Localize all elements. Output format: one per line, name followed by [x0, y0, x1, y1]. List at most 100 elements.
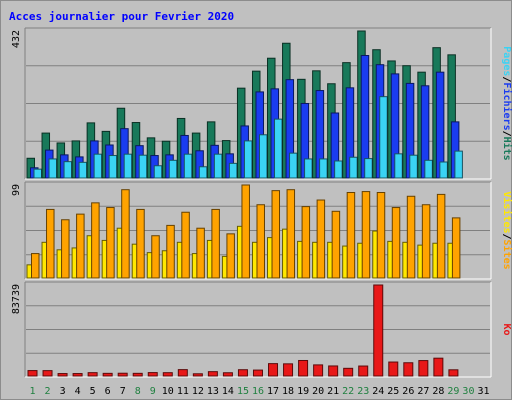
x-tick-label: 4 — [75, 386, 81, 397]
legend-item-visites: Visites — [501, 191, 512, 233]
bar-pages — [183, 153, 193, 179]
x-tick-label: 31 — [477, 386, 489, 397]
bar-pages — [394, 153, 403, 179]
bar-pages — [108, 155, 118, 179]
legend-item-sites: Sites — [501, 240, 512, 270]
bar-pages — [409, 154, 418, 179]
bar-pages — [153, 165, 163, 179]
x-tick-label: 13 — [207, 386, 219, 397]
x-tick-label: 5 — [90, 386, 96, 397]
bar-ko — [252, 369, 263, 377]
bar-ko — [298, 359, 309, 377]
bar-visites — [376, 192, 386, 279]
bar-ko — [222, 372, 233, 377]
x-tick-label: 10 — [162, 386, 174, 397]
bar-pages — [48, 158, 58, 179]
bar-visites — [181, 211, 190, 279]
bar-visites — [76, 213, 85, 279]
y-max-label: 99 — [11, 184, 22, 196]
x-tick-label: 23 — [357, 386, 369, 397]
bar-visites — [241, 184, 250, 279]
legend-item-pages: Pages — [501, 46, 512, 76]
bar-visites — [151, 235, 160, 279]
x-tick-label: 14 — [222, 386, 234, 397]
legend-item-ko: Ko — [501, 323, 512, 335]
legend-separator: / — [501, 234, 512, 240]
x-tick-label: 25 — [387, 386, 399, 397]
bar-ko — [268, 363, 279, 377]
bar-pages — [289, 152, 298, 179]
bar-visites — [316, 199, 326, 279]
bar-pages — [258, 134, 268, 179]
x-tick-label: 7 — [120, 386, 126, 397]
x-tick-label: 22 — [342, 386, 354, 397]
bar-ko — [57, 373, 68, 377]
bar-ko — [343, 367, 354, 377]
bar-pages — [439, 161, 448, 179]
x-tick-label: 19 — [297, 386, 309, 397]
bar-pages — [123, 153, 133, 179]
bar-ko — [192, 373, 203, 377]
bar-ko — [283, 363, 294, 377]
x-tick-label: 26 — [402, 386, 414, 397]
bar-pages — [274, 118, 283, 179]
bar-visites — [166, 224, 175, 279]
bar-pages — [379, 96, 388, 179]
x-tick-label: 1 — [30, 386, 36, 397]
x-tick-label: 30 — [462, 386, 474, 397]
bar-pages — [454, 150, 463, 179]
bar-visites — [136, 208, 145, 279]
bar-pages — [138, 154, 148, 179]
bar-visites — [421, 204, 431, 279]
bar-ko — [358, 365, 369, 377]
x-tick-label: 27 — [417, 386, 429, 397]
bar-pages — [198, 166, 208, 179]
bar-visites — [346, 192, 356, 279]
bar-visites — [436, 193, 446, 279]
x-tick-label: 2 — [45, 386, 51, 397]
x-tick-label: 24 — [372, 386, 384, 397]
bar-visites — [361, 191, 371, 279]
x-tick-label: 8 — [135, 386, 141, 397]
bar-pages — [349, 156, 358, 179]
bar-ko — [42, 370, 53, 377]
bar-pages — [424, 159, 433, 179]
bar-pages — [228, 162, 238, 179]
bar-pages — [168, 159, 178, 179]
bar-visites — [121, 189, 130, 279]
bar-visites — [256, 204, 265, 279]
bar-visites — [286, 189, 296, 279]
x-tick-label: 18 — [282, 386, 294, 397]
x-tick-label: 11 — [177, 386, 189, 397]
x-tick-label: 28 — [432, 386, 444, 397]
x-tick-label: 9 — [150, 386, 156, 397]
bar-visites — [31, 253, 40, 279]
bar-visites — [61, 219, 70, 279]
bar-ko — [237, 369, 248, 377]
panel-sites-visites: 99 Visites/Sites — [11, 181, 512, 280]
x-tick-label: 15 — [237, 386, 249, 397]
bar-ko — [102, 372, 113, 377]
x-tick-label: 29 — [447, 386, 459, 397]
x-tick-label: 6 — [105, 386, 111, 397]
bar-ko — [388, 361, 399, 377]
bar-pages — [78, 161, 88, 179]
bar-visites — [406, 195, 416, 279]
x-tick-label: 12 — [192, 386, 204, 397]
bar-visites — [301, 206, 311, 279]
bar-visites — [106, 207, 115, 279]
bar-visites — [271, 190, 281, 279]
bar-visites — [451, 217, 461, 279]
legend-separator: / — [501, 131, 512, 137]
x-tick-label: 16 — [252, 386, 264, 397]
bar-pages — [213, 153, 223, 179]
bar-ko — [448, 369, 459, 377]
bar-ko — [418, 360, 429, 377]
bar-visites — [211, 208, 220, 279]
bar-ko — [87, 372, 98, 377]
bar-pages — [63, 161, 73, 179]
bar-visites — [91, 202, 100, 279]
bar-ko — [147, 372, 158, 377]
bar-visites — [391, 207, 401, 279]
